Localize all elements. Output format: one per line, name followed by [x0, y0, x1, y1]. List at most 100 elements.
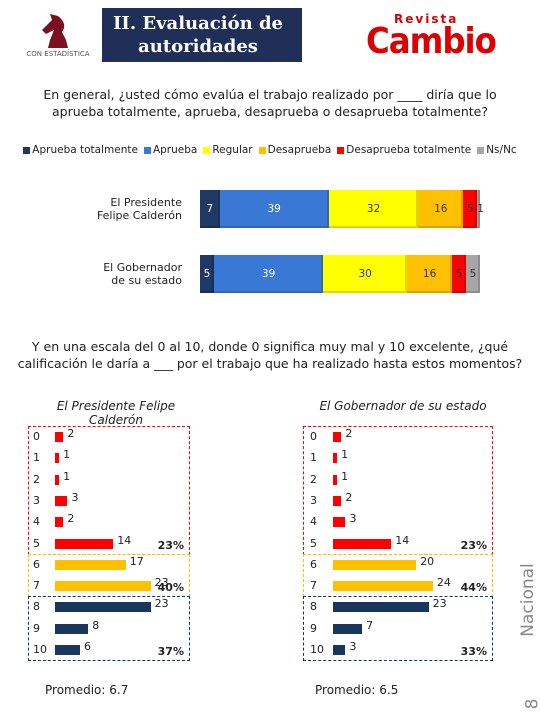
bar [55, 559, 126, 570]
category-label: 8 [310, 600, 317, 614]
bar-segment [200, 190, 220, 228]
category-label: 0 [310, 430, 317, 443]
legend-item: Ns/Nc [477, 144, 517, 156]
value-label: 2 [67, 512, 75, 526]
bar [333, 581, 433, 592]
category-label: 2 [33, 472, 40, 486]
legend: Aprueba totalmente Aprueba Regular Desaprue… [0, 144, 540, 156]
average-label: Promedio: 6.5 [315, 683, 399, 697]
segment-label: 16 [422, 268, 437, 280]
segment-label: 5 [203, 268, 211, 280]
category-label: El Presidente Felipe Calderón [96, 196, 182, 222]
segment-label: 39 [267, 203, 281, 215]
legend-swatch [258, 146, 266, 154]
category-label: 9 [310, 621, 317, 635]
legend-label: Aprueba [152, 144, 198, 156]
bar [55, 581, 151, 592]
category-label: 6 [310, 557, 317, 571]
bar-segment [477, 190, 480, 228]
side-label: Nacional [518, 563, 538, 637]
value-label: 23 [154, 597, 169, 611]
bar-segment [463, 190, 478, 228]
value-label: 1 [63, 448, 71, 462]
legend-swatch [23, 146, 31, 154]
value-label: 1 [341, 469, 349, 483]
legend-item: Regular [203, 144, 253, 156]
legend-swatch [203, 146, 211, 154]
group-box [28, 596, 190, 661]
value-label: 1 [341, 448, 349, 462]
value-label: 7 [366, 618, 374, 632]
value-label: 2 [67, 427, 75, 440]
segment-label: 1 [477, 203, 484, 215]
page-number: 8 [522, 699, 540, 710]
bar [55, 538, 114, 549]
value-label: 14 [117, 533, 132, 547]
bar [333, 474, 338, 485]
category-label: 7 [33, 579, 40, 593]
bar [55, 432, 64, 442]
legend-label: Desaprueba totalmente [346, 144, 472, 156]
category-label: 0 [33, 430, 40, 443]
bar [55, 453, 60, 464]
group-box [303, 596, 493, 661]
segment-label: 39 [261, 268, 276, 280]
legend-label: Aprueba totalmente [32, 144, 138, 156]
legend-label: Regular [212, 144, 253, 156]
value-label: 6 [83, 640, 91, 653]
average-label: Promedio: 6.7 [45, 683, 129, 697]
legend-swatch [477, 146, 485, 154]
logo-right: Cambio [366, 21, 497, 62]
bar [333, 645, 346, 655]
value-label: 20 [420, 554, 435, 568]
value-label: 24 [436, 576, 451, 590]
header-box [102, 8, 302, 62]
category-label: 8 [33, 600, 40, 614]
category-label: 2 [310, 472, 317, 486]
bar-segment [323, 255, 408, 293]
segment-label: 5 [466, 203, 474, 215]
value-label: 8 [92, 618, 100, 632]
bar-segment [219, 190, 329, 228]
segment-label: 7 [206, 203, 214, 215]
bar [333, 623, 363, 634]
category-label: 3 [33, 493, 40, 507]
category-label: 10 [310, 643, 324, 656]
category-label: 1 [33, 451, 40, 465]
legend-item: Desaprueba totalmente [337, 144, 471, 156]
category-label: 4 [310, 515, 317, 529]
category-label: 1 [310, 451, 317, 465]
legend-label: Desaprueba [267, 144, 332, 156]
bar-segment [200, 255, 214, 293]
value-label: 3 [349, 512, 357, 526]
legend-item: Aprueba [143, 144, 198, 156]
value-label: 17 [129, 554, 144, 568]
panel-title: El Gobernador de su estado [319, 399, 487, 413]
segment-label: 30 [358, 268, 372, 280]
bar [55, 602, 151, 613]
legend-item: Desaprueba [258, 144, 332, 156]
group-label: 23% [460, 538, 487, 552]
value-label: 2 [345, 490, 353, 504]
category-label: El Gobernador de su estado [103, 261, 182, 287]
segment-label: 16 [434, 203, 448, 215]
value-label: 3 [349, 640, 357, 653]
bar [55, 623, 89, 634]
segment-label: 5 [455, 268, 463, 280]
legend-label: Ns/Nc [486, 144, 517, 156]
bar [333, 602, 429, 613]
category-label: 5 [33, 536, 40, 550]
group-label: 44% [460, 581, 487, 595]
value-label: 23 [154, 576, 169, 590]
question: Y en una escala del 0 al 10, donde 0 sig… [17, 339, 523, 371]
category-label: 4 [33, 515, 40, 529]
bar-segment [407, 255, 452, 293]
group-label: 23% [157, 538, 184, 552]
panel-title: El Presidente Felipe Calderón [56, 399, 176, 427]
logo-text: CON ESTADÍSTICA [26, 50, 90, 58]
header-title: II. Evaluación de autoridades [113, 13, 283, 57]
bar [55, 517, 64, 528]
logo-icon [42, 14, 68, 48]
bar-segment [418, 190, 464, 228]
